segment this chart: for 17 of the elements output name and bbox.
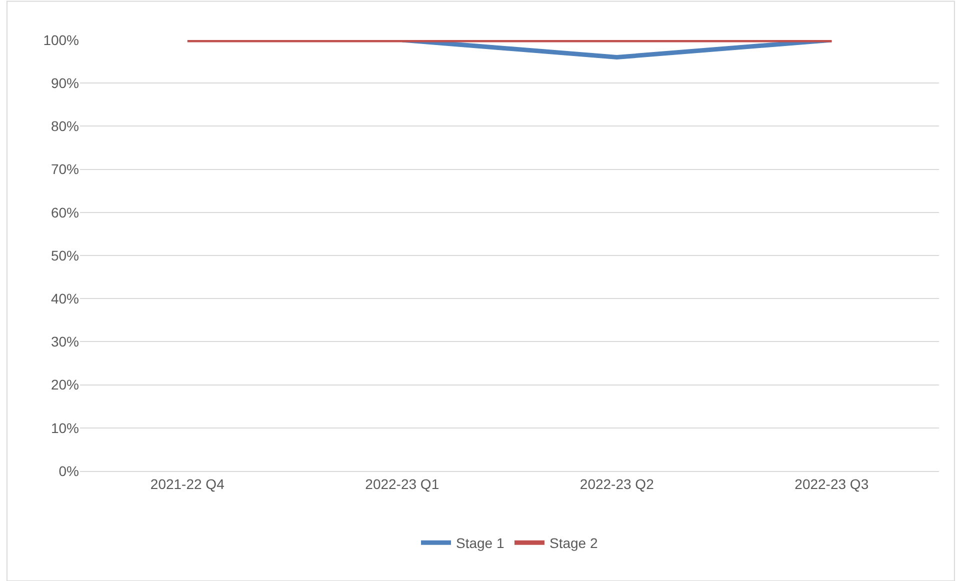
y-tick-label: 80% xyxy=(50,118,79,134)
y-tick-label: 20% xyxy=(50,376,79,393)
y-tick-label: 90% xyxy=(50,75,79,91)
y-tick-label: 100% xyxy=(43,32,79,48)
y-tick-label: 30% xyxy=(50,334,79,350)
y-tick-label: 60% xyxy=(50,204,79,220)
legend-label: Stage 1 xyxy=(456,535,504,552)
x-tick-label: 2022-23 Q2 xyxy=(580,476,654,492)
y-tick-label: 10% xyxy=(50,420,79,436)
x-tick-label: 2022-23 Q1 xyxy=(365,476,440,492)
legend-label: Stage 2 xyxy=(549,535,598,552)
y-tick-label: 50% xyxy=(50,247,79,264)
y-tick-label: 0% xyxy=(58,462,79,479)
x-tick-label: 2021-22 Q4 xyxy=(150,476,225,492)
y-tick-label: 70% xyxy=(50,161,79,178)
x-tick-label: 2022-23 Q3 xyxy=(794,476,869,492)
y-tick-label: 40% xyxy=(50,290,79,306)
